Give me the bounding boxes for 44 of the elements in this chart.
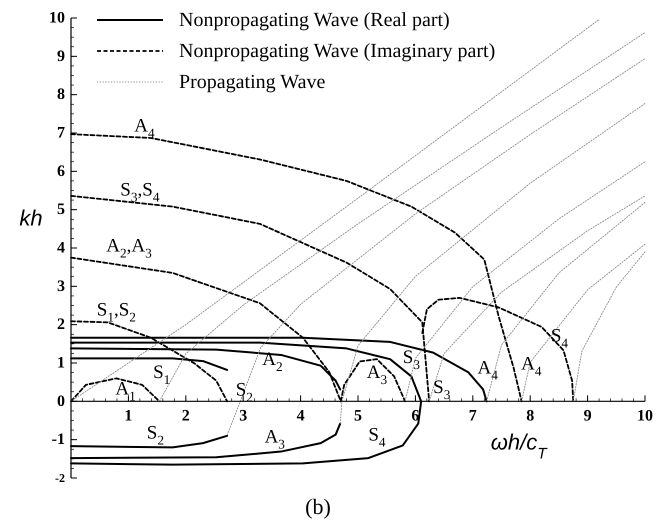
y-tick-label: 9 [57,48,65,65]
annotation: A$_{4}$ [521,352,542,378]
x-tick-label: 7 [468,407,477,424]
annotation: A$_{4}$ [478,357,498,383]
y-tick-label: 2 [57,316,65,334]
y-tick-label: 10 [49,10,65,26]
annotation: S$_{3}$ [433,376,451,402]
y-axis-title: kh [19,204,43,230]
y-tick-label: 3 [57,278,65,295]
x-tick-label: 9 [584,407,592,424]
annotation: A$_{3}$ [264,426,286,452]
y-tick-label: 7 [57,124,65,142]
annotation: S$_{1}$ [153,362,170,388]
x-tick-label: 4 [296,407,305,424]
y-tick-label: 8 [57,86,65,104]
legend-label: Nonpropagating Wave (Imaginary part) [179,40,496,62]
annotation: A$_{2}$,A$_{3}$ [106,234,152,260]
legend-label: Propagating Wave [179,71,326,93]
x-tick-label: 1 [124,407,132,424]
annotation: S$_{3}$ [402,346,420,372]
y-tick-label: -1 [52,431,65,448]
annotation: S$_{2}$ [146,422,164,448]
legend-label: Nonpropagating Wave (Real part) [179,9,450,31]
annotation: A$_{1}$ [115,378,136,404]
annotation: S$_{1}$,S$_{2}$ [96,299,136,325]
annotation: S$_{4}$ [550,324,568,350]
x-tick-label: 8 [526,407,534,424]
y-tick-label: 1 [57,354,65,372]
y-tick-label: 6 [57,162,65,180]
x-tick-label: 5 [354,407,362,424]
y-tick-label: 5 [57,201,65,218]
annotation: A$_{3}$ [366,362,388,388]
x-tick-label: 3 [239,407,248,424]
y-tick-label: 0 [57,392,65,410]
x-tick-label: 10 [637,407,653,424]
y-tick-label: 4 [57,240,65,256]
text: (b) [305,494,331,519]
y-tick-label: -2 [55,471,65,485]
x-tick-label: 6 [411,407,420,424]
annotation: A$_{4}$ [134,114,156,140]
x-tick-label: 2 [182,407,190,424]
x-axis-title: ωh/c$_{T}$ [490,429,548,462]
annotation: S$_{4}$ [368,424,386,450]
annotation: S$_{3}$,S$_{4}$ [120,179,160,205]
